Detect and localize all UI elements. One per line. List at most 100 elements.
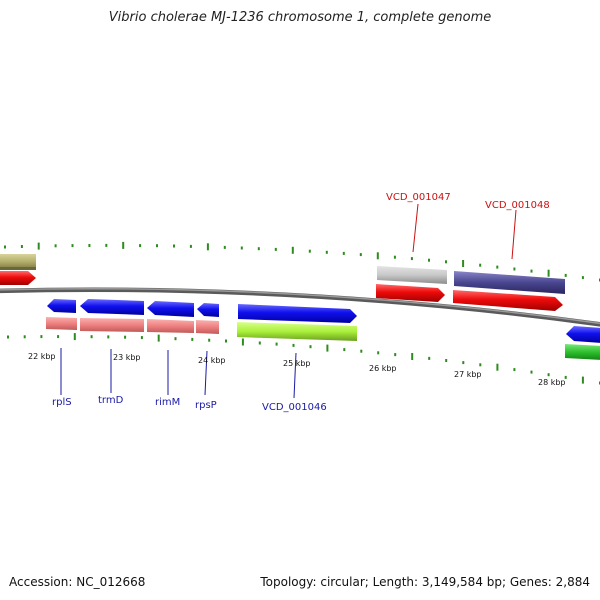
outer-tick	[240, 246, 243, 250]
accession-text: Accession: NC_012668	[9, 575, 146, 589]
inner-tick	[428, 356, 431, 360]
outer-tick	[71, 244, 74, 248]
outer-tick	[428, 258, 430, 262]
inner-tick	[275, 342, 278, 346]
inner-tick	[57, 335, 60, 339]
outer-tick	[206, 243, 209, 251]
inner-tick	[326, 344, 329, 352]
inner-tick	[225, 339, 227, 343]
inner-tick	[445, 359, 448, 362]
inner-tick	[73, 333, 76, 341]
outer-tick	[257, 247, 260, 251]
outer-tick	[479, 263, 482, 267]
inner-tick	[496, 363, 499, 371]
gene-trmD-arrow	[80, 299, 144, 315]
inner-tick	[107, 335, 110, 339]
gene-label-VCD-001047[interactable]: VCD_001047	[386, 192, 451, 203]
genome-backbone-highlight	[0, 287, 600, 325]
scale-label-28kbp: 28 kbp	[538, 378, 566, 387]
scale-label-27kbp: 27 kbp	[454, 370, 482, 379]
inner-tick	[208, 338, 211, 342]
outer-tick	[105, 243, 108, 247]
outer-tick	[462, 260, 465, 267]
outer-tick	[189, 244, 192, 248]
outer-tick	[376, 252, 379, 260]
inner-tick	[377, 351, 380, 355]
gene-green-right	[565, 344, 600, 360]
outer-tick	[410, 257, 413, 261]
scale-label-24kbp: 24 kbp	[198, 356, 226, 365]
inner-tick	[174, 337, 177, 341]
inner-tick	[564, 375, 567, 379]
gene-VCD-001047-red-arrow	[376, 284, 445, 302]
outer-tick	[325, 250, 328, 254]
inner-tick	[343, 348, 346, 352]
gene-label-trmD[interactable]: trmD	[98, 395, 124, 406]
outer-tick	[530, 269, 533, 273]
map-title: Vibrio cholerae MJ-1236 chromosome 1, co…	[108, 10, 492, 25]
gene-VCD-001048-purple	[454, 271, 565, 294]
topology-summary: Topology: circular; Length: 3,149,584 bp…	[260, 575, 590, 589]
inner-tick	[191, 337, 194, 341]
outer-tick	[173, 244, 175, 248]
inner-tick	[394, 353, 397, 357]
gene-olive-left	[0, 254, 36, 268]
inner-tick	[360, 349, 363, 353]
gene-label-rplS[interactable]: rplS	[52, 397, 72, 408]
outer-tick	[139, 244, 142, 248]
outer-tick	[496, 265, 499, 269]
outer-tick	[513, 267, 516, 271]
inner-tick	[157, 334, 160, 342]
outer-tick	[393, 255, 396, 259]
inner-tick	[547, 373, 550, 377]
outer-tick	[359, 253, 362, 257]
gene-rpsP-pink	[196, 320, 219, 334]
outer-tick	[342, 251, 345, 255]
scale-label-22kbp: 22 kbp	[28, 352, 56, 361]
gene-VCD-001048-red-arrow	[453, 290, 563, 311]
outer-tick	[581, 276, 584, 280]
inner-tick	[23, 335, 26, 339]
inner-tick	[90, 335, 93, 339]
outer-tick	[156, 244, 158, 248]
outer-tick	[308, 249, 311, 253]
inner-tick	[292, 343, 295, 347]
inner-tick	[124, 335, 127, 339]
gene-rimM-arrow	[147, 301, 194, 317]
gene-red-left-arrow	[0, 271, 36, 285]
gene-rplS-pink	[46, 317, 77, 330]
outer-tick	[37, 242, 40, 250]
outer-tick	[274, 247, 277, 251]
outer-tick	[88, 244, 91, 247]
tick-marks-outer	[4, 241, 600, 282]
inner-tick	[7, 335, 9, 339]
gene-label-rpsP[interactable]: rpsP	[195, 400, 217, 411]
gene-label-VCD-001048[interactable]: VCD_001048	[485, 200, 550, 211]
outer-tick	[122, 241, 125, 249]
inner-tick	[462, 361, 465, 365]
leader-VCD-001048	[511, 209, 517, 260]
gene-olive-left-shadow	[0, 267, 36, 270]
inner-tick	[513, 368, 516, 372]
gene-rplS-arrow	[47, 299, 76, 313]
inner-tick	[581, 376, 584, 384]
inner-tick	[258, 341, 261, 345]
gene-label-VCD-001046[interactable]: VCD_001046	[262, 402, 327, 413]
gene-VCD-001046-arrow	[238, 304, 357, 323]
leader-rpsP	[204, 350, 208, 396]
outer-tick	[20, 245, 23, 248]
inner-tick	[241, 338, 244, 346]
outer-tick	[4, 245, 6, 249]
inner-tick	[40, 335, 43, 339]
gene-blue-right-arrow	[566, 326, 600, 343]
inner-tick	[479, 363, 482, 367]
inner-tick	[411, 353, 414, 360]
outer-tick	[291, 246, 294, 254]
tick-marks-inner	[7, 333, 600, 385]
gene-label-rimM[interactable]: rimM	[155, 397, 180, 408]
gene-VCD-001047-gray	[377, 266, 447, 284]
inner-tick	[140, 336, 143, 340]
leader-VCD-001046	[293, 352, 297, 399]
outer-tick	[223, 245, 226, 249]
